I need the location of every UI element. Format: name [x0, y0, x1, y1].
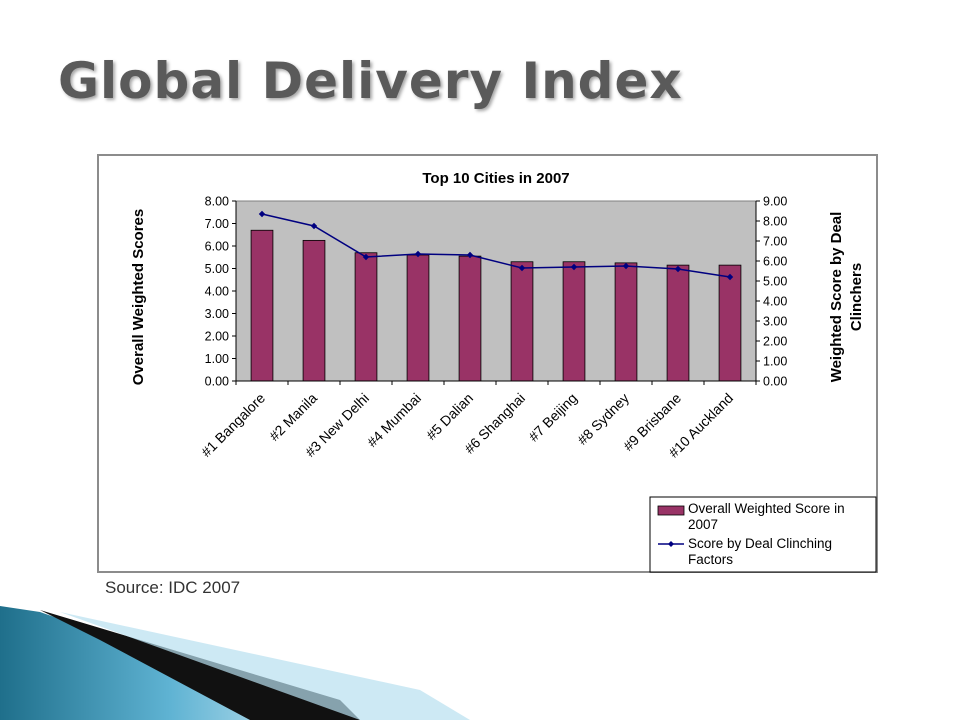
line-point	[258, 210, 266, 218]
x-tick-label: #5 Dalian	[423, 390, 476, 443]
bar	[614, 262, 638, 382]
y2-tick-label: 4.00	[763, 295, 787, 309]
y-axis-title: Overall Weighted Scores	[130, 209, 147, 385]
line-point	[414, 250, 422, 258]
chart-title: Top 10 Cities in 2007	[422, 170, 569, 187]
y2-tick-label: 5.00	[763, 275, 787, 289]
y2-tick-label: 6.00	[763, 255, 787, 269]
line-point	[466, 251, 474, 259]
bar	[510, 261, 534, 382]
slide-title: Global Delivery Index	[58, 52, 683, 110]
legend-box	[649, 496, 877, 573]
x-tick-label: #4 Mumbai	[364, 390, 424, 450]
y-tick-label: 1.00	[205, 352, 229, 366]
y2-tick-label: 0.00	[763, 375, 787, 389]
y-tick-label: 4.00	[205, 285, 229, 299]
y-tick-label: 2.00	[205, 330, 229, 344]
line-point	[310, 222, 318, 230]
decor-swoosh-light	[60, 612, 470, 720]
legend-swatch-bar	[657, 505, 685, 516]
bar	[666, 264, 690, 382]
y2-tick-label: 2.00	[763, 335, 787, 349]
y-tick-label: 3.00	[205, 307, 229, 321]
y-tick-label: 0.00	[205, 375, 229, 389]
y2-tick-label: 3.00	[763, 315, 787, 329]
y-tick-label: 5.00	[205, 262, 229, 276]
x-tick-label: #2 Manila	[266, 390, 320, 444]
line-point	[362, 253, 370, 261]
line-point	[570, 263, 578, 271]
source-caption: Source: IDC 2007	[105, 578, 241, 597]
y2-tick-label: 1.00	[763, 355, 787, 369]
line-point	[674, 265, 682, 273]
bar	[354, 252, 378, 382]
bar	[718, 264, 742, 382]
y-tick-label: 7.00	[205, 217, 229, 231]
legend-label-bar: Overall Weighted Score in 2007	[688, 501, 845, 532]
x-tick-label: #1 Bangalore	[198, 390, 268, 460]
legend-swatch-marker	[668, 541, 674, 547]
y2-tick-label: 8.00	[763, 215, 787, 229]
y2-tick-label: 7.00	[763, 235, 787, 249]
y2-tick-label: 9.00	[763, 195, 787, 209]
line-point	[726, 273, 734, 281]
y-tick-label: 8.00	[205, 195, 229, 209]
line-point	[622, 262, 630, 270]
x-tick-label: #7 Beijing	[525, 390, 580, 445]
bar	[250, 229, 274, 382]
bar	[406, 254, 430, 382]
legend-label-line: Score by Deal Clinching Factors	[688, 536, 832, 567]
bar	[562, 261, 586, 382]
series-line	[261, 213, 731, 278]
line-point	[518, 264, 526, 272]
bar	[458, 255, 482, 382]
decor-swoosh-black	[40, 610, 360, 720]
y-tick-label: 6.00	[205, 240, 229, 254]
y2-axis-title: Weighted Score by Deal Clinchers	[828, 212, 865, 383]
bar	[302, 239, 326, 382]
